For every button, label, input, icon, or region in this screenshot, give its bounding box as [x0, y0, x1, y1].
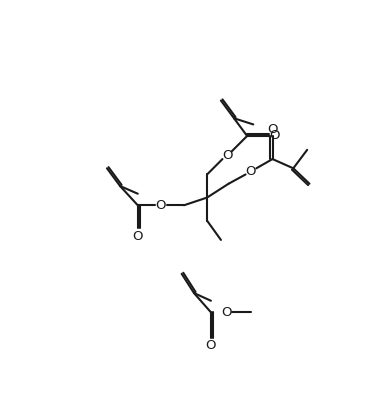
Text: O: O — [222, 149, 232, 162]
Text: O: O — [269, 129, 280, 142]
Text: O: O — [221, 306, 232, 319]
Text: O: O — [156, 199, 166, 212]
Text: O: O — [267, 123, 278, 136]
Text: O: O — [132, 230, 143, 243]
Text: O: O — [206, 339, 216, 352]
Text: O: O — [246, 165, 256, 178]
